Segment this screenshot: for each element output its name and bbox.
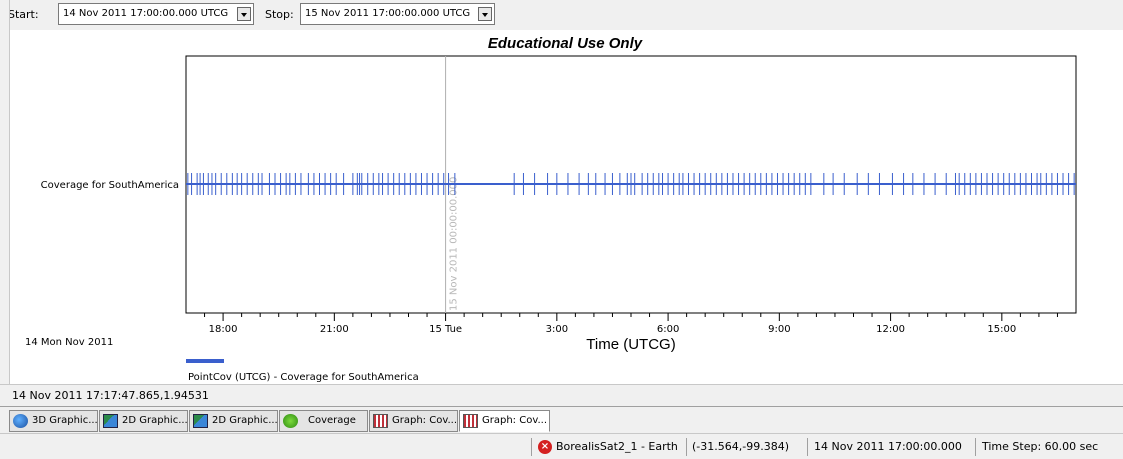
- y-category-label: Coverage for SouthAmerica: [41, 180, 179, 191]
- window-tab-bar: 3D Graphic... 2D Graphic... 2D Graphic..…: [0, 406, 1123, 433]
- status-time: 14 Nov 2011 17:00:00.000: [814, 440, 962, 453]
- stop-label: Stop:: [265, 8, 294, 21]
- map-icon: [103, 414, 118, 428]
- cursor-readout-bar: 14 Nov 2011 17:17:47.865,1.94531: [0, 384, 1123, 406]
- tab-label: Coverage: [308, 415, 356, 426]
- x-axis-label: Time (UTCG): [586, 336, 675, 353]
- x-tick-label: 18:00: [209, 324, 238, 335]
- error-icon[interactable]: ×: [538, 440, 552, 454]
- map-icon: [193, 414, 208, 428]
- status-bar: × BorealisSat2_1 - Earth (-31.564,-99.38…: [0, 433, 1123, 459]
- x-tick-label: 12:00: [876, 324, 905, 335]
- tab-label: Graph: Cov...: [482, 415, 547, 426]
- stop-date-value: 15 Nov 2011 17:00:00.000 UTCG: [305, 8, 471, 19]
- graph-icon: [463, 414, 478, 428]
- start-date-dropdown-icon[interactable]: [237, 7, 251, 21]
- tab-graph-coverage-2[interactable]: Graph: Cov...: [459, 410, 550, 432]
- tab-label: 3D Graphic...: [32, 415, 98, 426]
- x-tick-label: 21:00: [320, 324, 349, 335]
- tab-graph-coverage-1[interactable]: Graph: Cov...: [369, 410, 458, 432]
- stop-date-dropdown-icon[interactable]: [478, 7, 492, 21]
- graph-panel[interactable]: Educational Use Only 15 Nov 2011 00:00:0…: [10, 30, 1123, 384]
- status-object: BorealisSat2_1 - Earth: [556, 440, 678, 453]
- start-date-field[interactable]: 14 Nov 2011 17:00:00.000 UTCG: [58, 3, 254, 25]
- tab-2d-graphics-1[interactable]: 2D Graphic...: [99, 410, 188, 432]
- time-marker-label: 15 Nov 2011 00:00:00.000: [449, 177, 460, 311]
- x-tick-label: 9:00: [768, 324, 790, 335]
- coverage-events: [186, 173, 1076, 195]
- tab-label: Graph: Cov...: [392, 415, 457, 426]
- tab-2d-graphics-2[interactable]: 2D Graphic...: [189, 410, 278, 432]
- date-caption: 14 Mon Nov 2011: [25, 337, 113, 348]
- legend-entry: PointCov (UTCG) - Coverage for SouthAmer…: [188, 372, 419, 383]
- tab-coverage[interactable]: Coverage: [279, 410, 368, 432]
- status-time-step: Time Step: 60.00 sec: [982, 440, 1099, 453]
- graph-icon: [373, 414, 388, 428]
- stop-date-field[interactable]: 15 Nov 2011 17:00:00.000 UTCG: [300, 3, 495, 25]
- status-separator: [686, 438, 687, 456]
- left-panel-edge: [0, 0, 10, 384]
- tab-label: 2D Graphic...: [212, 415, 278, 426]
- x-tick-label: 6:00: [657, 324, 679, 335]
- chart-title: Educational Use Only: [488, 35, 643, 52]
- status-separator: [807, 438, 808, 456]
- tab-label: 2D Graphic...: [122, 415, 188, 426]
- x-tick-label: 15:00: [987, 324, 1016, 335]
- start-date-value: 14 Nov 2011 17:00:00.000 UTCG: [63, 8, 229, 19]
- coverage-icon: [283, 414, 298, 428]
- cursor-readout: 14 Nov 2011 17:17:47.865,1.94531: [12, 389, 209, 402]
- status-coords: (-31.564,-99.384): [692, 440, 789, 453]
- x-tick-label: 3:00: [546, 324, 568, 335]
- tab-3d-graphics[interactable]: 3D Graphic...: [9, 410, 98, 432]
- coverage-chart[interactable]: Educational Use Only 15 Nov 2011 00:00:0…: [10, 30, 1123, 384]
- status-separator: [975, 438, 976, 456]
- x-axis-ticks: 18:00 21:00 15 Tue 3:00 6:00 9:00 12:00 15:00: [204, 313, 1058, 335]
- time-toolbar: Start: 14 Nov 2011 17:00:00.000 UTCG Sto…: [0, 0, 1123, 30]
- start-label: Start:: [8, 8, 39, 21]
- globe-icon: [13, 414, 28, 428]
- legend-swatch: [186, 359, 224, 363]
- status-separator: [531, 438, 532, 456]
- x-tick-label: 15 Tue: [429, 324, 462, 335]
